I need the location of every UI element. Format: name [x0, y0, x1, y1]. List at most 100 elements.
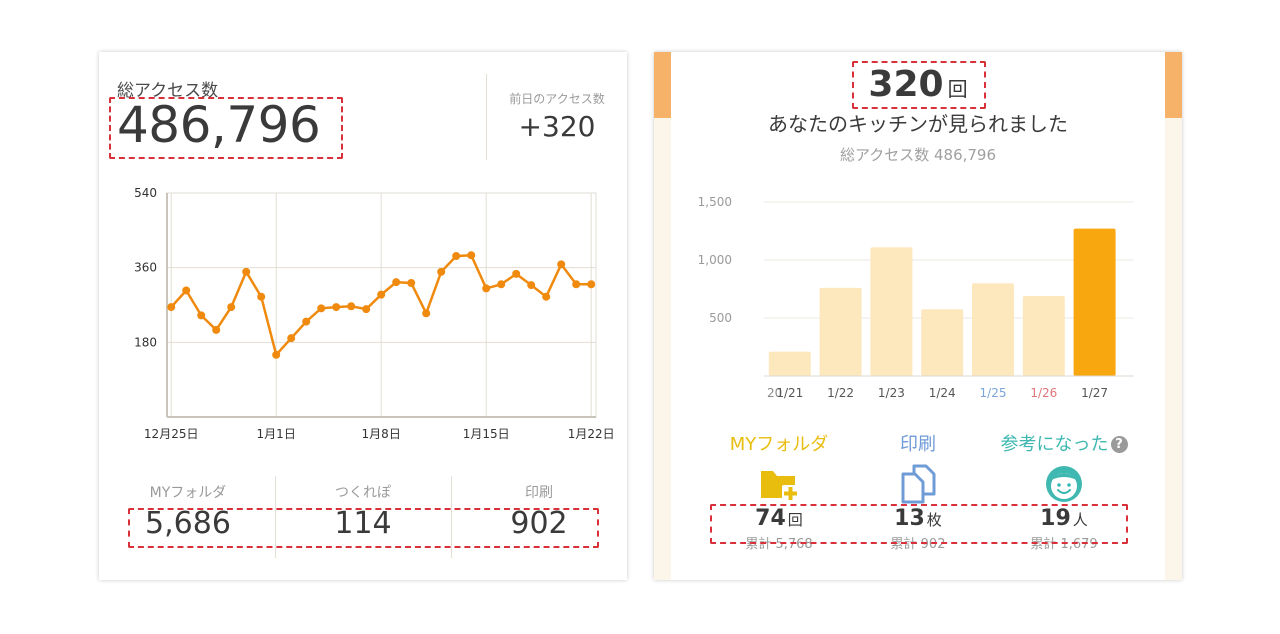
copy-icon: [901, 464, 936, 504]
total-access-card: 総アクセス数 486,796 前日のアクセス数 +320 180 360 540 12…: [99, 52, 627, 580]
side-rail-right: [1165, 52, 1182, 580]
data-point: [182, 286, 191, 295]
kitchen-views-card: 320 回 あなたのキッチンが見られました 総アクセス数 486,796 500 1…: [654, 52, 1182, 580]
y-tick-label: 360: [134, 261, 157, 275]
data-point: [467, 251, 476, 260]
data-point: [587, 280, 596, 289]
action-total: 累計 1,679: [1030, 537, 1098, 552]
data-point: [242, 267, 251, 276]
bar: [1022, 295, 1065, 376]
smiley-icon: [1046, 466, 1082, 502]
bar: [870, 247, 913, 376]
x-tick-label: 1/23: [878, 386, 905, 400]
prev-day-access-value: +320: [518, 110, 596, 143]
y-tick-label: 500: [709, 311, 732, 325]
data-point: [422, 309, 431, 318]
data-point: [452, 252, 461, 261]
action-label-row: 参考になった?: [984, 430, 1144, 456]
data-point: [512, 269, 521, 278]
x-tick-label: 1月22日: [568, 427, 614, 441]
data-point: [497, 280, 506, 289]
divider: [275, 476, 276, 558]
x-tick-label: 12月25日: [144, 427, 199, 441]
highlight-box-total: [109, 97, 343, 159]
action-number: 13: [894, 506, 925, 531]
data-point: [437, 267, 446, 276]
daily-views: 320 回: [654, 64, 1182, 105]
action-label: MYフォルダ: [729, 434, 829, 455]
stat-value: 5,686: [145, 506, 231, 541]
data-point: [272, 350, 281, 359]
folder-plus-icon: [761, 471, 799, 502]
stat-label: MYフォルダ: [149, 485, 227, 501]
views-headline: あなたのキッチンが見られました: [768, 112, 1068, 136]
data-point: [317, 304, 326, 313]
action-value: 74 回: [699, 506, 859, 531]
total-access-line: 総アクセス数 486,796: [839, 146, 997, 164]
action-total: 累計 902: [890, 537, 946, 552]
x-tick-label: 1月8日: [362, 427, 401, 441]
side-rail-cap: [654, 52, 671, 118]
action-number: 19: [1040, 506, 1071, 531]
data-point: [287, 334, 296, 343]
action-my-folder: MYフォルダ 74 回 累計 5,768: [699, 430, 859, 552]
x-tick-label: 1/21: [776, 386, 803, 400]
stat-value: 114: [334, 506, 392, 541]
prev-day-access-label: 前日のアクセス数: [509, 92, 605, 106]
daily-views-bar-chart: 500 1,000 1,500 201/21 1/22 1/23 1/24 1/25 1/26 1…: [698, 195, 1134, 400]
data-point: [407, 279, 416, 288]
x-tick-label: 1月1日: [257, 427, 296, 441]
highlight-box-actions: [710, 504, 1128, 544]
access-line-chart: 180 360 540 12月25日 1月1日 1月8日 1月15日 1月22日: [134, 186, 614, 441]
data-point: [212, 325, 221, 334]
action-unit: 人: [1072, 511, 1088, 529]
side-rail-cap: [1165, 52, 1182, 118]
data-point: [527, 281, 536, 290]
x-tick-label: 20: [767, 386, 782, 400]
daily-views-number: 320: [868, 64, 944, 105]
action-unit: 回: [787, 511, 803, 529]
highlight-box-stats: [128, 508, 599, 548]
action-print: 印刷 13 枚 累計 902: [838, 430, 998, 552]
data-point: [572, 280, 581, 289]
data-point: [227, 303, 236, 312]
action-number: 74: [755, 506, 786, 531]
bar: [819, 287, 862, 376]
y-tick-label: 1,500: [698, 195, 732, 209]
y-tick-label: 180: [134, 335, 157, 349]
x-tick-label: 1/26: [1030, 386, 1057, 400]
highlight-box-views: [852, 61, 986, 109]
action-value: 19 人: [984, 506, 1144, 531]
data-point: [392, 278, 401, 287]
data-point: [377, 290, 386, 299]
bar: [921, 309, 964, 376]
data-point: [542, 292, 551, 301]
x-tick-label: 1/27: [1081, 386, 1108, 400]
side-rail-left: [654, 52, 671, 580]
action-unit: 枚: [926, 511, 942, 529]
data-point: [257, 292, 266, 301]
stat-my-folder: MYフォルダ 5,686: [101, 482, 275, 541]
total-access-value: 486,796: [117, 96, 321, 154]
stat-label: 印刷: [525, 485, 553, 501]
x-tick-label: 1/24: [929, 386, 956, 400]
action-label: 参考になった: [1000, 434, 1109, 455]
action-total: 累計 5,768: [745, 537, 813, 552]
total-access-label: 総アクセス数: [117, 81, 219, 101]
x-tick-label: 1/22: [827, 386, 854, 400]
data-point: [302, 317, 311, 326]
data-point: [197, 311, 206, 320]
stat-value: 902: [510, 506, 568, 541]
bar: [1073, 228, 1116, 376]
bar: [768, 351, 811, 376]
daily-views-unit: 回: [947, 77, 968, 101]
divider: [486, 74, 487, 160]
x-tick-label: 1/25: [980, 386, 1007, 400]
y-tick-label: 1,000: [698, 253, 732, 267]
action-helpful: 参考になった? 19 人 累計 1,679: [984, 430, 1144, 552]
action-label: 印刷: [900, 434, 936, 455]
y-tick-label: 540: [134, 186, 157, 200]
stat-tsukurepo: つくれぽ 114: [276, 482, 450, 541]
help-icon[interactable]: ?: [1110, 436, 1128, 453]
data-point: [332, 303, 341, 312]
